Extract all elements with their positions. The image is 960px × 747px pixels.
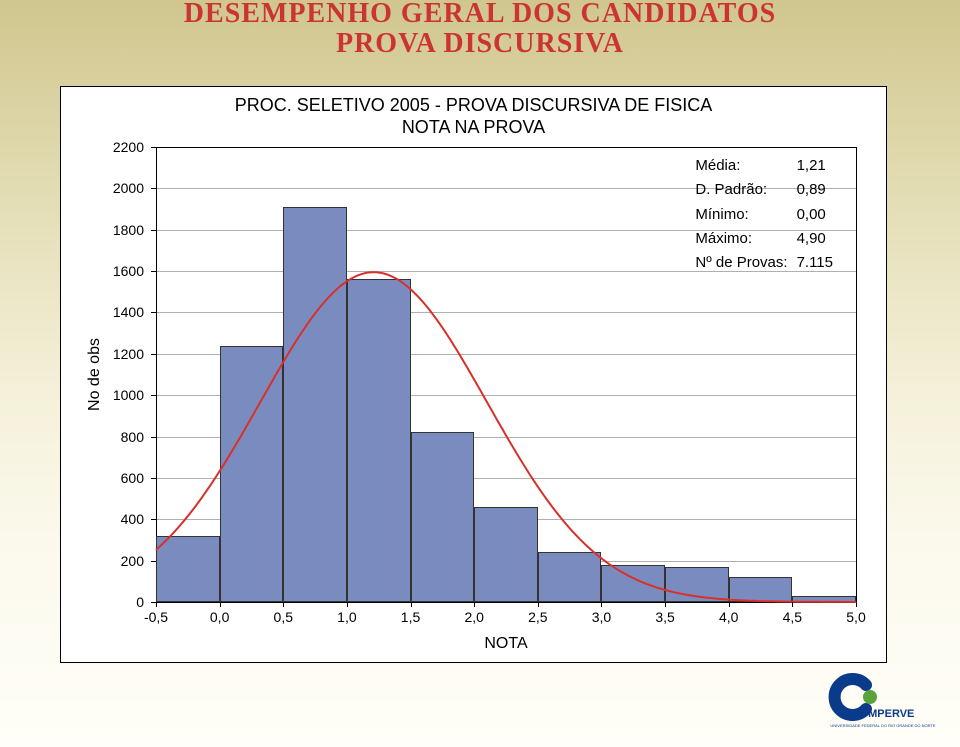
x-tick-label: 3,5 (645, 609, 685, 625)
y-tick-label: 2000 (84, 180, 144, 196)
y-tick-mark (151, 188, 156, 189)
stats-box: Média:1,21 D. Padrão:0,89 Mínimo:0,00 Má… (692, 153, 836, 276)
page-title: DESEMPENHO GERAL DOS CANDIDATOS PROVA DI… (0, 0, 960, 60)
y-tick-mark (151, 354, 156, 355)
stats-min-k: Mínimo: (694, 204, 793, 226)
x-tick-label: 1,5 (391, 609, 431, 625)
page: DESEMPENHO GERAL DOS CANDIDATOS PROVA DI… (0, 0, 960, 747)
y-tick-mark (151, 519, 156, 520)
x-tick-mark (220, 602, 221, 607)
x-tick-label: 2,5 (518, 609, 558, 625)
x-tick-label: 3,0 (581, 609, 621, 625)
y-tick-mark (151, 561, 156, 562)
chart-subtitle-2: NOTA NA PROVA (61, 117, 886, 138)
x-tick-label: 4,0 (709, 609, 749, 625)
x-tick-label: 1,0 (327, 609, 367, 625)
y-tick-label: 200 (84, 553, 144, 569)
y-tick-label: 400 (84, 511, 144, 527)
stats-n-v: 7.115 (796, 252, 834, 274)
y-tick-mark (151, 395, 156, 396)
x-axis (156, 602, 856, 603)
y-tick-label: 600 (84, 470, 144, 486)
stats-max-k: Máximo: (694, 228, 793, 250)
y-tick-mark (151, 312, 156, 313)
logo-text-top: COMPERVE (852, 708, 915, 720)
y-tick-label: 1800 (84, 222, 144, 238)
y-tick-label: 2200 (84, 139, 144, 155)
logo-svg: COMPERVE UNIVERSIDADE FEDERAL DO RIO GRA… (828, 657, 938, 735)
y-tick-mark (151, 437, 156, 438)
x-tick-mark (856, 602, 857, 607)
stats-dp-v: 0,89 (796, 179, 834, 201)
x-tick-label: 2,0 (454, 609, 494, 625)
y-tick-label: 800 (84, 429, 144, 445)
y-tick-label: 1000 (84, 387, 144, 403)
x-tick-mark (474, 602, 475, 607)
x-tick-mark (792, 602, 793, 607)
x-tick-label: 5,0 (836, 609, 876, 625)
stats-n-k: Nº de Provas: (694, 252, 793, 274)
y-tick-label: 0 (84, 594, 144, 610)
x-tick-mark (601, 602, 602, 607)
x-tick-mark (347, 602, 348, 607)
y-tick-mark (151, 230, 156, 231)
x-axis-label: NOTA (156, 635, 856, 653)
logo-text-bottom: UNIVERSIDADE FEDERAL DO RIO GRANDE DO NO… (830, 723, 935, 728)
y-tick-label: 1200 (84, 346, 144, 362)
page-title-line1: DESEMPENHO GERAL DOS CANDIDATOS (0, 0, 960, 30)
y-tick-label: 1400 (84, 304, 144, 320)
page-title-line2: PROVA DISCURSIVA (0, 28, 960, 60)
x-tick-label: -0,5 (136, 609, 176, 625)
stats-table: Média:1,21 D. Padrão:0,89 Mínimo:0,00 Má… (692, 153, 836, 276)
y-axis-label: No de obs (86, 147, 106, 602)
x-tick-mark (411, 602, 412, 607)
x-tick-mark (538, 602, 539, 607)
x-tick-label: 4,5 (772, 609, 812, 625)
x-tick-mark (665, 602, 666, 607)
x-tick-mark (283, 602, 284, 607)
stats-media-k: Média: (694, 155, 793, 177)
x-tick-mark (729, 602, 730, 607)
x-tick-mark (156, 602, 157, 607)
plot-area: No de obs NOTA Média:1,21 D. Padrão:0,89… (156, 147, 856, 602)
chart-container: PROC. SELETIVO 2005 - PROVA DISCURSIVA D… (60, 86, 887, 663)
x-tick-label: 0,0 (200, 609, 240, 625)
stats-media-v: 1,21 (796, 155, 834, 177)
y-tick-mark (151, 271, 156, 272)
comperve-logo: COMPERVE UNIVERSIDADE FEDERAL DO RIO GRA… (828, 657, 938, 735)
y-tick-label: 1600 (84, 263, 144, 279)
plot-border-right (856, 147, 857, 602)
stats-dp-k: D. Padrão: (694, 179, 793, 201)
chart-subtitle-1: PROC. SELETIVO 2005 - PROVA DISCURSIVA D… (61, 95, 886, 116)
stats-max-v: 4,90 (796, 228, 834, 250)
x-tick-label: 0,5 (263, 609, 303, 625)
stats-min-v: 0,00 (796, 204, 834, 226)
y-tick-mark (151, 478, 156, 479)
y-tick-mark (151, 147, 156, 148)
